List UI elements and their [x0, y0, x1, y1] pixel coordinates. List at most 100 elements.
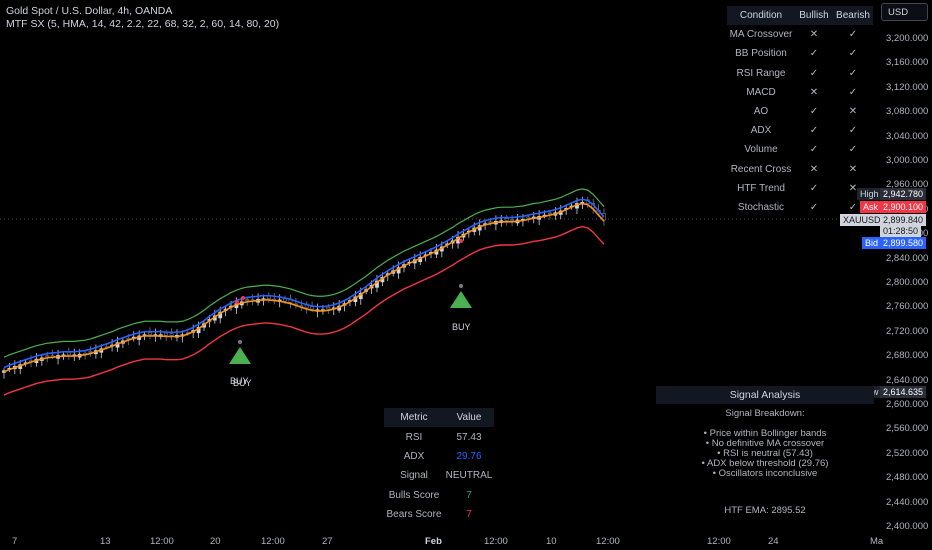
price-axis-label: 2,720.000 — [886, 325, 929, 337]
candle-body — [310, 306, 315, 310]
conditions-table: Condition Bullish Bearish MA Crossover ✕ ✓… — [727, 6, 873, 217]
ema-line — [3, 198, 605, 369]
htf-ema-text: HTF EMA: 2895.52 — [724, 505, 806, 516]
candle-body — [283, 298, 287, 302]
neutral-dot — [238, 340, 242, 344]
condition-name: Stochastic — [737, 201, 785, 213]
signal-line: • No definitive MA crossover — [705, 438, 825, 449]
price-axis-label: 3,200.000 — [886, 33, 929, 44]
price-axis-label: 2,800.000 — [886, 277, 929, 288]
table-row: MACD ✕ ✓ — [727, 83, 873, 102]
condition-name: RSI Range — [736, 67, 786, 79]
high-tag-label: High — [857, 188, 882, 200]
metric-value: 7 — [466, 489, 472, 501]
time-label: 12:00 — [261, 536, 285, 547]
price-axis-label: 2,600.000 — [886, 399, 929, 410]
hma-line — [3, 202, 605, 373]
condition-name: AO — [753, 106, 769, 118]
candle-body — [169, 333, 174, 336]
candle-body — [66, 352, 71, 356]
currency-selector-button[interactable]: USD — [881, 3, 928, 21]
signal-line: • ADX below threshold (29.76) — [701, 458, 829, 469]
buy-label-2: BUY — [233, 378, 252, 388]
upper-band-line — [3, 188, 605, 358]
candle-body — [548, 212, 552, 215]
time-label: Feb — [425, 536, 442, 547]
candle-body — [266, 295, 271, 299]
table-row: Bulls Score 7 — [384, 486, 494, 505]
candle-body — [510, 219, 515, 221]
metric-name: Bears Score — [386, 509, 442, 521]
buy-signal-marker-1 — [229, 347, 251, 364]
bid-tag-value: 2,899.580 — [880, 237, 927, 249]
table-row: ADX 29.76 — [384, 447, 494, 466]
metric-value: 7 — [466, 509, 472, 521]
candle-body — [504, 218, 509, 221]
metric-header-metric: Metric — [384, 408, 444, 428]
time-label: 12:00 — [150, 536, 174, 547]
time-label: 12:00 — [707, 536, 731, 547]
table-row: Volume ✓ ✓ — [727, 140, 873, 159]
candle-body — [526, 216, 531, 219]
price-axis-label: 2,840.000 — [886, 252, 929, 264]
price-axis[interactable]: 3,200.000 3,160.000 3,120.000 3,080.000 3,04… — [878, 0, 932, 532]
buy-signal-marker-2 — [450, 291, 472, 308]
bid-tag-label: Bid — [862, 237, 882, 249]
signal-markers — [229, 239, 472, 364]
sell-dot — [241, 296, 245, 300]
metric-name: Signal — [400, 470, 428, 482]
bull-mark: ✕ — [809, 163, 819, 175]
conditions-header-bearish: Bearish — [833, 6, 873, 26]
bear-mark: ✓ — [848, 48, 858, 60]
price-axis-label: 3,040.000 — [886, 130, 929, 142]
ask-tag-value: 2,900.100 — [880, 201, 927, 213]
symbol-tag: XAUUSD — [840, 214, 884, 226]
table-row: ADX ✓ ✓ — [727, 121, 873, 140]
time-label: 24 — [768, 536, 779, 547]
price-axis-label: 2,760.000 — [886, 301, 929, 313]
time-label: 10 — [546, 536, 557, 547]
bull-mark: ✓ — [809, 182, 819, 194]
bear-mark: ✕ — [848, 182, 858, 194]
bear-mark: ✓ — [848, 86, 858, 98]
price-axis-label: 2,440.000 — [886, 496, 929, 508]
signal-analysis-title: Signal Analysis — [656, 386, 874, 404]
candle-body — [488, 221, 493, 223]
high-tag-value: 2,942.780 — [880, 188, 927, 200]
time-axis[interactable]: 7 13 12:00 20 12:00 27 Feb 12:00 10 12:0… — [0, 530, 883, 550]
price-axis-label: 2,960.000 — [886, 179, 929, 191]
price-axis-label: 2,560.000 — [886, 423, 929, 435]
table-row: RSI Range ✓ ✓ — [727, 64, 873, 83]
price-axis-label: 2,520.000 — [886, 447, 929, 459]
price-axis-label: 2,680.000 — [886, 350, 929, 362]
bull-mark: ✕ — [809, 86, 819, 98]
countdown-tag: 01:28:50 — [880, 225, 922, 237]
candle-body — [245, 299, 250, 301]
metric-header-value: Value — [444, 408, 494, 428]
last-price-tag: 2,899.840 — [880, 214, 927, 226]
condition-name: MACD — [746, 86, 776, 98]
table-row: BB Position ✓ ✓ — [727, 44, 873, 63]
table-row: AO ✓ ✕ — [727, 102, 873, 121]
metric-table: Metric Value RSI 57.43 ADX 29.76 Signal NEU… — [384, 408, 494, 524]
candlestick-series — [2, 196, 606, 379]
bull-mark: ✓ — [809, 67, 819, 79]
table-row: HTF Trend ✓ ✕ — [727, 179, 873, 198]
condition-name: ADX — [750, 125, 772, 137]
condition-name: Recent Cross — [730, 163, 792, 175]
bear-mark: ✕ — [848, 106, 858, 118]
candle-body — [164, 332, 169, 336]
lower-band-line — [3, 225, 605, 396]
buy-label-3: BUY — [452, 322, 471, 332]
time-label: 13 — [100, 536, 111, 547]
low-tag-value: 2,614.635 — [880, 386, 927, 398]
price-chart[interactable]: BUY BUY BUY — [0, 0, 880, 530]
time-label: 27 — [322, 536, 333, 547]
condition-name: HTF Trend — [737, 182, 785, 194]
bear-mark: ✓ — [848, 125, 858, 137]
table-row: Signal NEUTRAL — [384, 466, 494, 485]
price-axis-label: 2,480.000 — [886, 472, 929, 484]
indicator-legend[interactable]: MTF SX (5, HMA, 14, 42, 2.2, 22, 68, 32,… — [6, 18, 280, 30]
table-row: Stochastic ✓ ✓ — [727, 198, 873, 217]
buy-label-1: BUY — [230, 376, 249, 386]
